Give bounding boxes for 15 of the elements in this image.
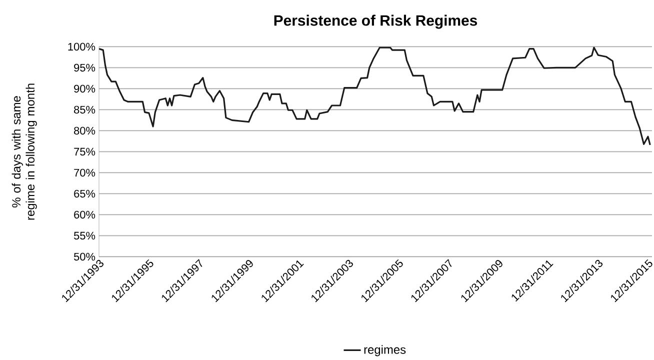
chart-title: Persistence of Risk Regimes [274,14,478,29]
y-tick-label: 95% [74,64,96,72]
y-axis-title: % of days with same regime in following month [12,84,37,220]
y-tick-label: 70% [74,168,96,177]
y-tick-label: 75% [74,148,96,156]
y-tick-label: 80% [74,126,96,135]
y-tick-label: 50% [74,252,96,261]
y-tick-label: 65% [74,190,96,198]
y-tick-label: 100% [68,42,96,51]
y-tick-label: 60% [74,210,96,219]
legend-label: regimes [364,345,406,356]
y-tick-label: 55% [74,232,96,240]
y-tick-label: 90% [74,84,96,93]
line-series [99,46,651,146]
y-tick-label: 85% [74,106,96,114]
